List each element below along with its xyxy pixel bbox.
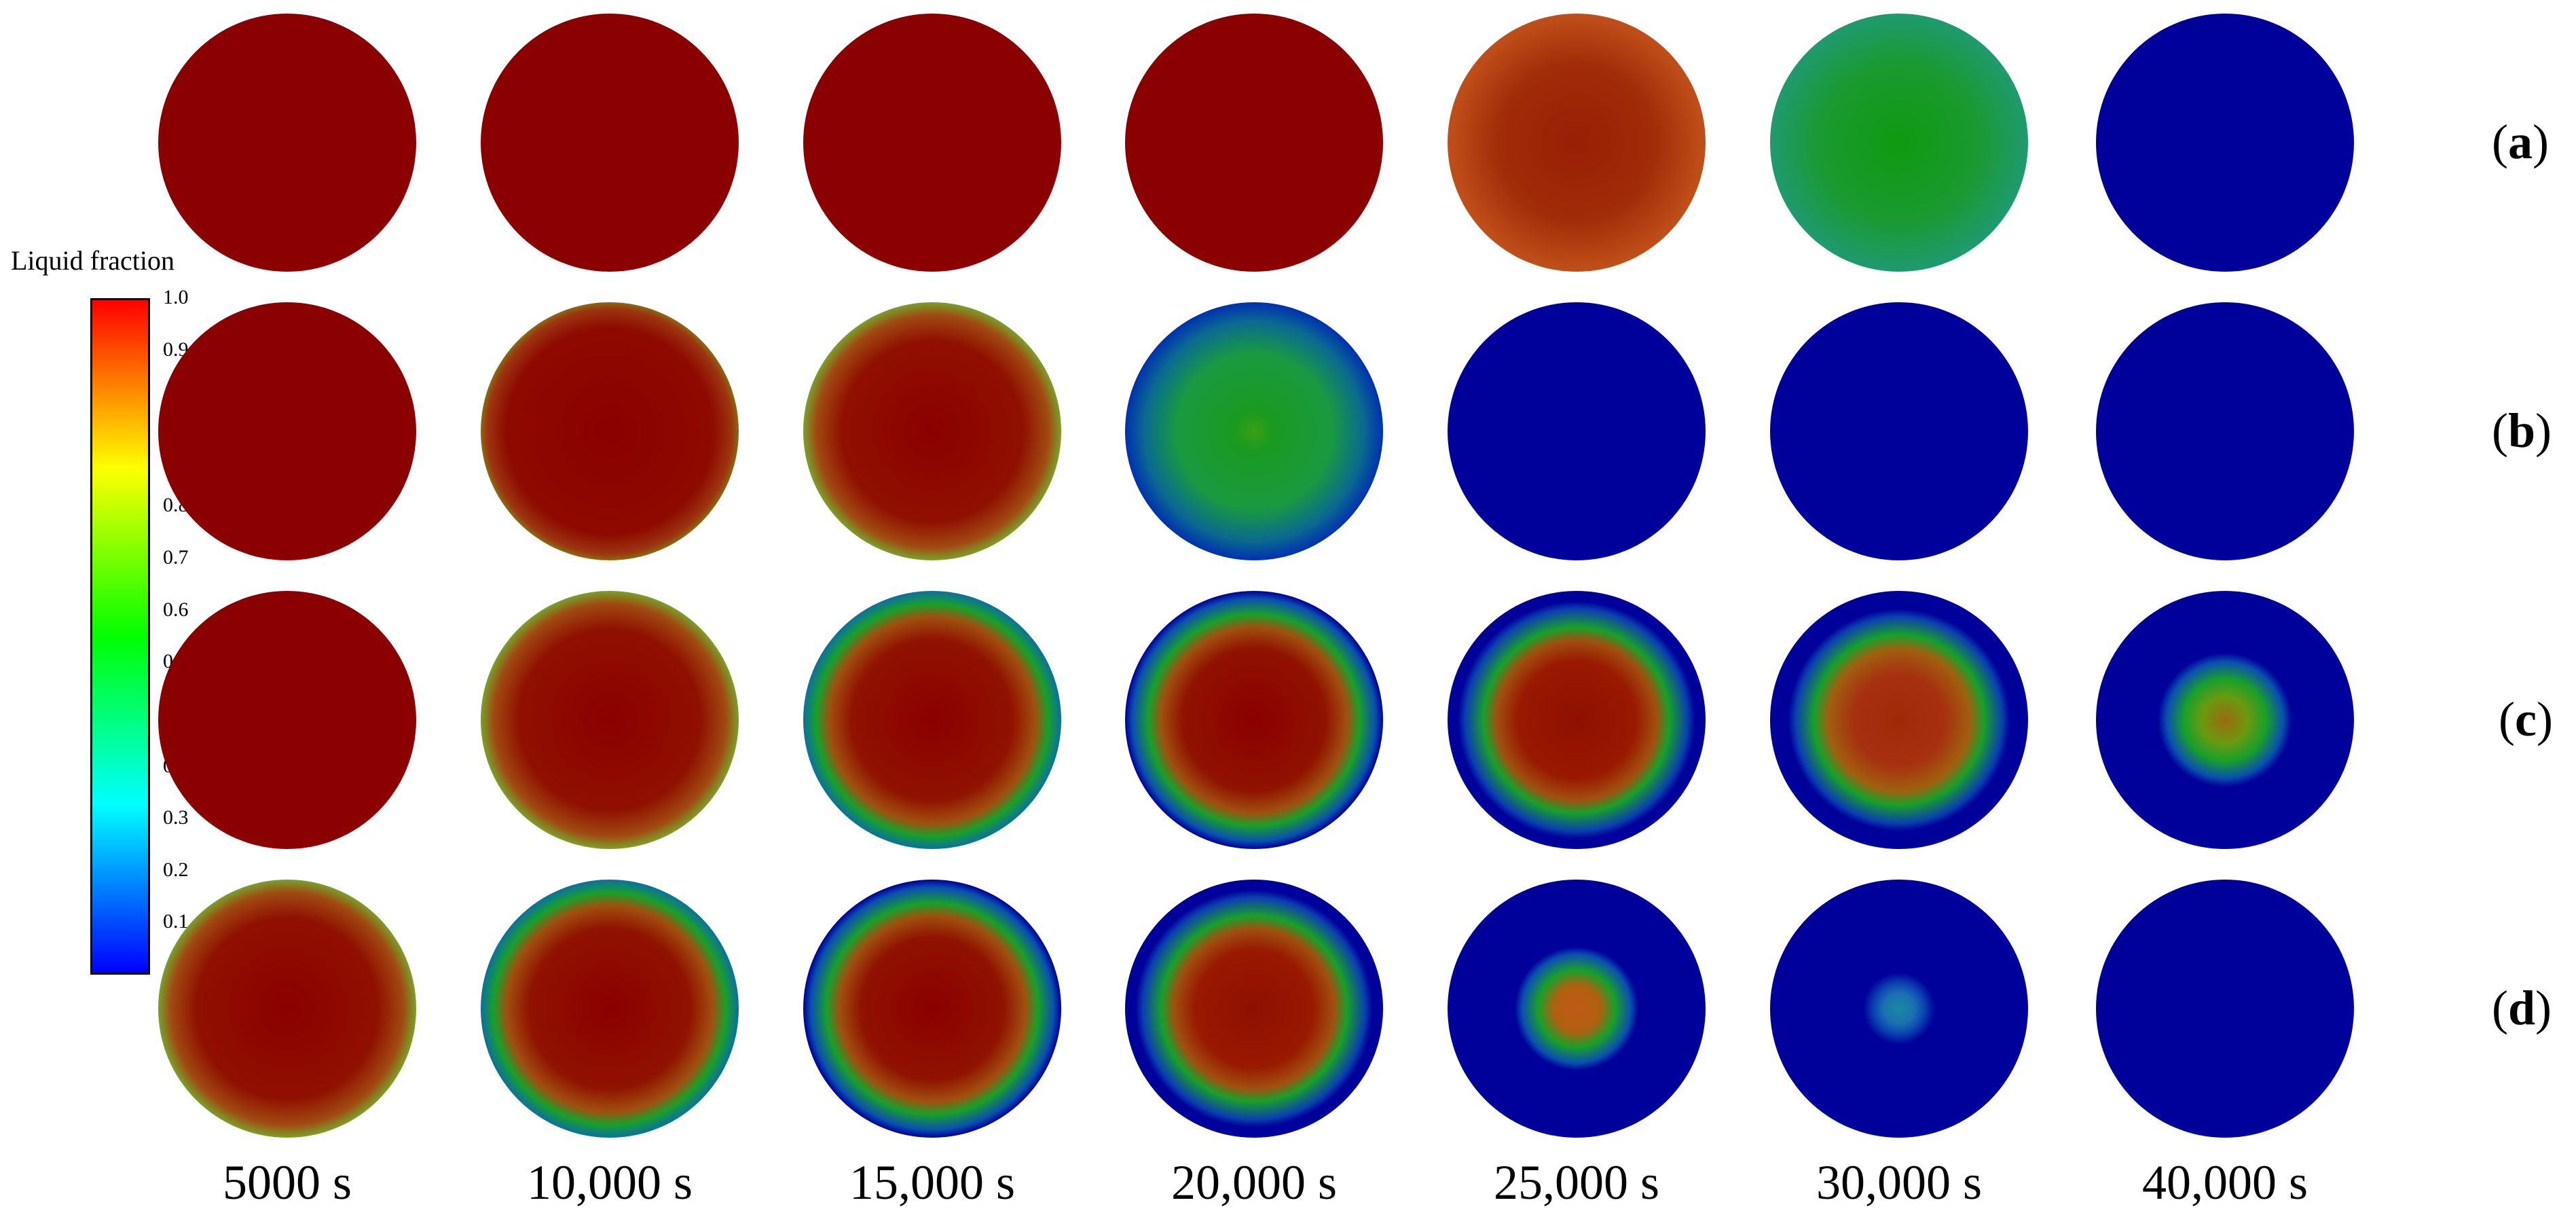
field-disc-a-7 [2096, 14, 2354, 272]
paren-open: ( [2499, 692, 2515, 746]
paren-open: ( [2492, 981, 2508, 1035]
field-disc-c-5 [1448, 591, 1706, 849]
field-disc-d-3 [803, 880, 1061, 1138]
row-label: (d) [2492, 980, 2552, 1036]
field-disc-b-5 [1448, 302, 1706, 560]
row-label: (b) [2492, 403, 2552, 459]
field-disc-b-6 [1770, 302, 2028, 560]
field-disc-d-2 [481, 880, 739, 1138]
colorbar-tick-label: 0.1 [163, 910, 189, 933]
field-disc-b-1 [158, 302, 416, 560]
field-disc-d-7 [2096, 880, 2354, 1138]
field-disc-a-3 [803, 14, 1061, 272]
field-disc-a-4 [1125, 14, 1383, 272]
field-disc-b-2 [481, 302, 739, 560]
paren-close: ) [2536, 692, 2553, 746]
row-letter: c [2514, 692, 2537, 746]
field-disc-c-1 [158, 591, 416, 849]
field-disc-a-5 [1448, 14, 1706, 272]
time-label: 10,000 s [526, 1155, 693, 1210]
field-disc-c-6 [1770, 591, 2028, 849]
field-disc-d-1 [158, 880, 416, 1138]
field-disc-d-6 [1770, 880, 2028, 1138]
row-label: (a) [2492, 114, 2549, 170]
row-letter: b [2507, 403, 2536, 458]
paren-open: ( [2492, 403, 2508, 458]
field-disc-c-7 [2096, 591, 2354, 849]
field-disc-a-1 [158, 14, 416, 272]
field-disc-d-5 [1448, 880, 1706, 1138]
field-disc-c-2 [481, 591, 739, 849]
colorbar [90, 298, 150, 975]
field-disc-a-6 [1770, 14, 2028, 272]
time-label: 20,000 s [1171, 1155, 1338, 1210]
row-letter: a [2507, 115, 2533, 169]
colorbar-tick-label: 0.6 [163, 598, 189, 621]
field-disc-b-7 [2096, 302, 2354, 560]
row-label: (c) [2499, 691, 2553, 748]
field-disc-d-4 [1125, 880, 1383, 1138]
time-label: 5000 s [222, 1155, 352, 1210]
colorbar-tick-label: 0.7 [163, 546, 189, 569]
colorbar-tick-label: 0.3 [163, 806, 189, 829]
time-label: 30,000 s [1816, 1155, 1983, 1210]
paren-open: ( [2492, 115, 2508, 169]
colorbar-tick-label: 0.2 [163, 858, 189, 881]
field-disc-b-4 [1125, 302, 1383, 560]
time-label: 15,000 s [849, 1155, 1016, 1210]
legend-title: Liquid fraction [11, 245, 175, 276]
colorbar-tick-label: 1.0 [163, 286, 189, 308]
paren-close: ) [2532, 115, 2549, 169]
paren-close: ) [2535, 981, 2552, 1035]
field-disc-c-3 [803, 591, 1061, 849]
time-label: 25,000 s [1493, 1155, 1660, 1210]
paren-close: ) [2535, 403, 2552, 458]
field-disc-a-2 [481, 14, 739, 272]
row-letter: d [2507, 981, 2536, 1035]
time-label: 40,000 s [2141, 1155, 2308, 1210]
field-disc-c-4 [1125, 591, 1383, 849]
field-disc-b-3 [803, 302, 1061, 560]
